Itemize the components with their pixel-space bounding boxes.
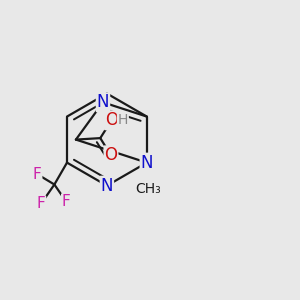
Text: O: O bbox=[105, 111, 118, 129]
Text: N: N bbox=[141, 154, 153, 172]
Text: N: N bbox=[101, 177, 113, 195]
Text: F: F bbox=[37, 196, 45, 211]
Text: H: H bbox=[118, 113, 128, 127]
Text: N: N bbox=[97, 93, 109, 111]
Text: F: F bbox=[62, 194, 70, 209]
Text: CH₃: CH₃ bbox=[135, 182, 161, 196]
Text: O: O bbox=[104, 146, 118, 164]
Text: F: F bbox=[33, 167, 41, 182]
